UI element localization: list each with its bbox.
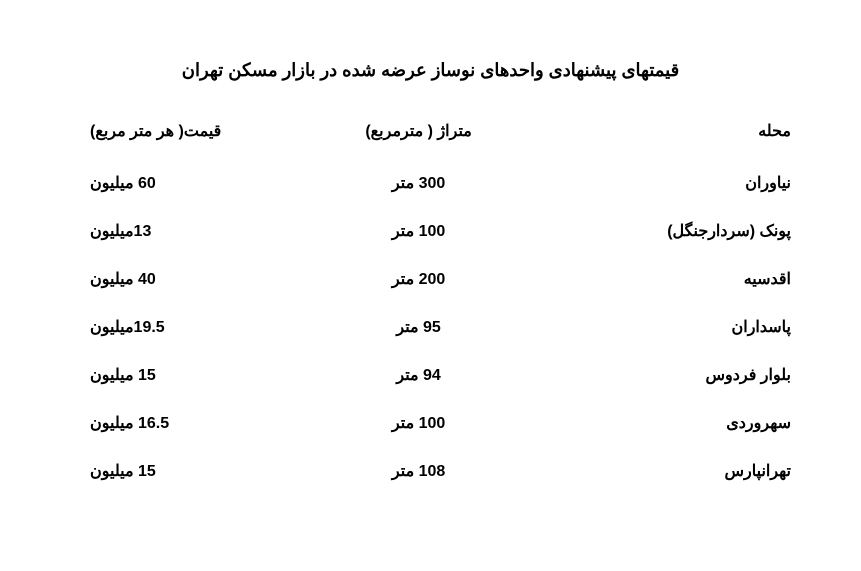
table-title: قیمتهای پیشنهادی واحدهای نوساز عرضه شده … (70, 60, 791, 81)
cell-district: پاسداران (528, 317, 791, 337)
header-price: قیمت( هر متر مربع) (70, 121, 309, 141)
cell-price: 60 میلیون (70, 173, 309, 193)
cell-district: تهرانپارس (528, 461, 791, 481)
header-area: متراژ ( مترمربع) (309, 121, 528, 141)
price-table: محله متراژ ( مترمربع) قیمت( هر متر مربع)… (70, 121, 791, 481)
table-row: بلوار فردوس 94 متر 15 میلیون (70, 365, 791, 385)
cell-area: 200 متر (309, 269, 528, 289)
cell-district: اقدسیه (528, 269, 791, 289)
table-header-row: محله متراژ ( مترمربع) قیمت( هر متر مربع) (70, 121, 791, 141)
cell-area: 108 متر (309, 461, 528, 481)
cell-area: 100 متر (309, 221, 528, 241)
cell-area: 100 متر (309, 413, 528, 433)
table-row: پاسداران 95 متر 19.5میلیون (70, 317, 791, 337)
cell-price: 19.5میلیون (70, 317, 309, 337)
cell-area: 300 متر (309, 173, 528, 193)
cell-area: 95 متر (309, 317, 528, 337)
cell-district: سهروردی (528, 413, 791, 433)
cell-district: نیاوران (528, 173, 791, 193)
cell-price: 16.5 میلیون (70, 413, 309, 433)
header-district: محله (528, 121, 791, 141)
cell-price: 15 میلیون (70, 461, 309, 481)
table-row: تهرانپارس 108 متر 15 میلیون (70, 461, 791, 481)
cell-price: 15 میلیون (70, 365, 309, 385)
cell-price: 13میلیون (70, 221, 309, 241)
table-row: اقدسیه 200 متر 40 میلیون (70, 269, 791, 289)
cell-district: پونک (سردارجنگل) (528, 221, 791, 241)
cell-area: 94 متر (309, 365, 528, 385)
table-row: پونک (سردارجنگل) 100 متر 13میلیون (70, 221, 791, 241)
table-row: نیاوران 300 متر 60 میلیون (70, 173, 791, 193)
table-row: سهروردی 100 متر 16.5 میلیون (70, 413, 791, 433)
cell-price: 40 میلیون (70, 269, 309, 289)
cell-district: بلوار فردوس (528, 365, 791, 385)
